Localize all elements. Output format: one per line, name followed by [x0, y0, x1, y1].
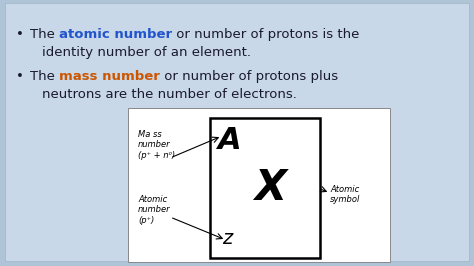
Bar [210, 118, 320, 258]
Text: The: The [30, 70, 59, 83]
Bar [128, 108, 390, 262]
Text: A: A [218, 126, 242, 155]
Text: The: The [30, 28, 59, 41]
Text: •: • [16, 28, 24, 41]
Text: Atomic
symbol: Atomic symbol [330, 185, 360, 204]
Text: •: • [16, 70, 24, 83]
Text: neutrons are the number of electrons.: neutrons are the number of electrons. [42, 88, 297, 101]
Text: mass number: mass number [59, 70, 160, 83]
Text: atomic number: atomic number [59, 28, 172, 41]
Text: Ma ss
number
(p⁺ + n⁰): Ma ss number (p⁺ + n⁰) [138, 130, 175, 160]
Text: or number of protons is the: or number of protons is the [172, 28, 360, 41]
Text: X: X [255, 167, 287, 209]
Text: z: z [222, 229, 232, 248]
Text: or number of protons plus: or number of protons plus [160, 70, 338, 83]
Text: identity number of an element.: identity number of an element. [42, 46, 251, 59]
Text: Atomic
number
(p⁺): Atomic number (p⁺) [138, 195, 171, 225]
